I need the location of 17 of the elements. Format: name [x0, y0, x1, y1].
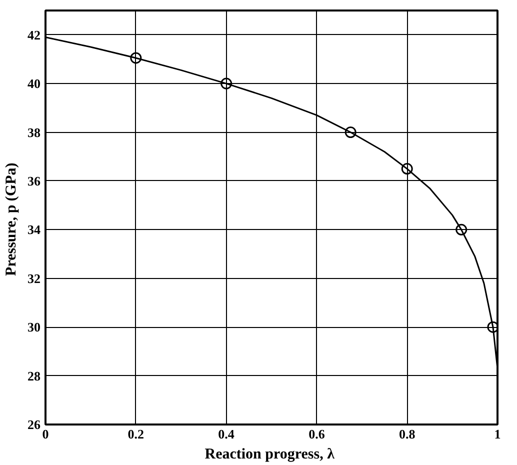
- x-tick-label: 0.8: [398, 426, 416, 442]
- x-tick-label: 0: [42, 426, 49, 442]
- y-axis-title: Pressure, p (GPa): [4, 162, 20, 276]
- y-tick-label: 32: [28, 270, 40, 286]
- y-tick-label: 34: [28, 222, 41, 238]
- y-tick-label: 28: [28, 368, 41, 384]
- y-tick-label: 36: [28, 173, 41, 188]
- x-axis-title: Reaction progress, λ: [204, 446, 336, 462]
- y-tick-label: 30: [28, 320, 40, 335]
- y-tick-label: 26: [28, 417, 41, 432]
- x-tick-label: 0.2: [128, 426, 144, 442]
- x-tick-label: 1: [494, 426, 501, 442]
- y-tick-label: 42: [28, 27, 40, 42]
- x-tick-label: 0.6: [308, 426, 326, 442]
- y-tick-label: 40: [28, 76, 40, 92]
- y-tick-label: 38: [28, 124, 41, 140]
- x-tick-label: 0.4: [218, 426, 235, 442]
